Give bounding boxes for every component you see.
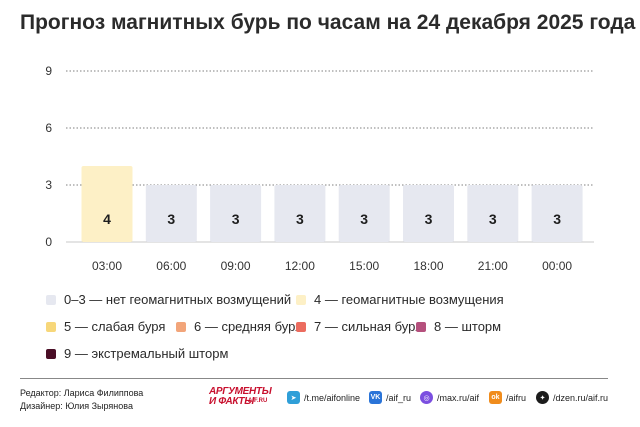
x-tick-label: 06:00 bbox=[156, 259, 186, 273]
legend-label: 6 — средняя буря bbox=[194, 319, 303, 334]
telegram-icon: ➤ bbox=[287, 391, 300, 404]
legend-swatch bbox=[416, 321, 426, 332]
legend-item: 6 — средняя буря bbox=[176, 319, 302, 334]
editor-credit: Редактор: Лариса Филиппова bbox=[20, 388, 144, 398]
x-tick-label: 18:00 bbox=[413, 259, 443, 273]
legend-swatch bbox=[296, 294, 306, 305]
social-link[interactable]: ◎ /max.ru/aif bbox=[420, 391, 479, 404]
social-link-text: /max.ru/aif bbox=[437, 392, 480, 403]
social-link[interactable]: ok/aifru bbox=[489, 391, 526, 404]
bar bbox=[403, 185, 454, 242]
credits: Редактор: Лариса Филиппова Дизайнер: Юли… bbox=[20, 387, 143, 413]
dzen-icon: ✦ bbox=[536, 391, 549, 404]
legend-label: 4 — геомагнитные возмущения bbox=[314, 292, 504, 307]
bar bbox=[467, 185, 519, 242]
x-tick-label: 03:00 bbox=[92, 259, 122, 273]
legend-item: 5 — слабая буря bbox=[46, 319, 165, 334]
bar bbox=[210, 185, 262, 242]
legend-label: 8 — шторм bbox=[434, 319, 502, 334]
bar-value-label: 3 bbox=[360, 211, 368, 227]
max-icon: ◎ bbox=[420, 391, 433, 404]
y-tick-label: 3 bbox=[45, 178, 52, 192]
social-link[interactable]: VK/aif_ru bbox=[369, 391, 411, 404]
legend-item: 8 — шторм bbox=[416, 319, 501, 334]
aif-logo[interactable]: АРГУМЕНТЫ И ФАКТЫ AIF.RU bbox=[209, 386, 273, 408]
social-link[interactable]: ✦ /dzen.ru/aif.ru bbox=[536, 391, 608, 404]
designer-credit: Дизайнер: Юлия Зырянова bbox=[20, 401, 133, 411]
bar-value-label: 4 bbox=[103, 211, 111, 227]
legend-swatch bbox=[46, 348, 56, 359]
bar-value-label: 3 bbox=[167, 211, 175, 227]
legend-item: 0–3 — нет геомагнитных возмущений bbox=[46, 292, 291, 307]
y-tick-label: 0 bbox=[45, 235, 52, 249]
legend-item: 9 — экстремальный шторм bbox=[46, 346, 228, 361]
bar bbox=[274, 185, 326, 242]
social-link[interactable]: ➤ /t.me/aifonline bbox=[287, 391, 360, 404]
bar bbox=[338, 185, 390, 242]
vk-icon: VK bbox=[369, 391, 382, 404]
legend-swatch bbox=[176, 321, 186, 332]
logo-line2: И ФАКТЫ bbox=[209, 396, 254, 407]
social-link-text: /t.me/aifonline bbox=[304, 392, 361, 403]
logo-site: AIF.RU bbox=[248, 398, 268, 404]
bar bbox=[531, 185, 583, 242]
legend-swatch bbox=[296, 321, 306, 332]
bar-value-label: 3 bbox=[553, 211, 561, 227]
y-tick-label: 9 bbox=[45, 64, 52, 78]
legend-swatch bbox=[46, 321, 56, 332]
legend-label: 9 — экстремальный шторм bbox=[64, 346, 229, 361]
bar-value-label: 3 bbox=[425, 211, 433, 227]
legend-item: 4 — геомагнитные возмущения bbox=[296, 292, 504, 307]
legend-label: 7 — сильная буря bbox=[314, 319, 423, 334]
logo-line1: АРГУМЕНТЫ bbox=[209, 386, 272, 397]
bar-chart: 0 3 6 9 4 03:00 3 06:00 3 09:00 3 12:00 3 15:00 3 18:00… bbox=[45, 64, 594, 273]
social-link-text: /aifru bbox=[506, 392, 527, 403]
x-tick-label: 09:00 bbox=[221, 259, 251, 273]
bar-value-label: 3 bbox=[232, 211, 240, 227]
legend-label: 0–3 — нет геомагнитных возмущений bbox=[64, 292, 292, 307]
bar-value-label: 3 bbox=[296, 211, 304, 227]
x-tick-label: 12:00 bbox=[285, 259, 315, 273]
social-link-text: /aif_ru bbox=[386, 392, 412, 403]
chart-title: Прогноз магнитных бурь по часам на 24 де… bbox=[20, 11, 636, 34]
social-link-text: /dzen.ru/aif.ru bbox=[553, 392, 609, 403]
bar-value-label: 3 bbox=[489, 211, 497, 227]
legend-label: 5 — слабая буря bbox=[64, 319, 166, 334]
x-tick-label: 00:00 bbox=[542, 259, 572, 273]
legend-item: 7 — сильная буря bbox=[296, 319, 422, 334]
footer-divider bbox=[20, 378, 608, 379]
legend-swatch bbox=[46, 294, 56, 305]
x-tick-label: 15:00 bbox=[349, 259, 379, 273]
y-tick-label: 6 bbox=[45, 121, 52, 135]
bar bbox=[81, 166, 133, 242]
bar bbox=[145, 185, 197, 242]
odnoklassniki-icon: ok bbox=[489, 391, 502, 404]
x-tick-label: 21:00 bbox=[478, 259, 508, 273]
